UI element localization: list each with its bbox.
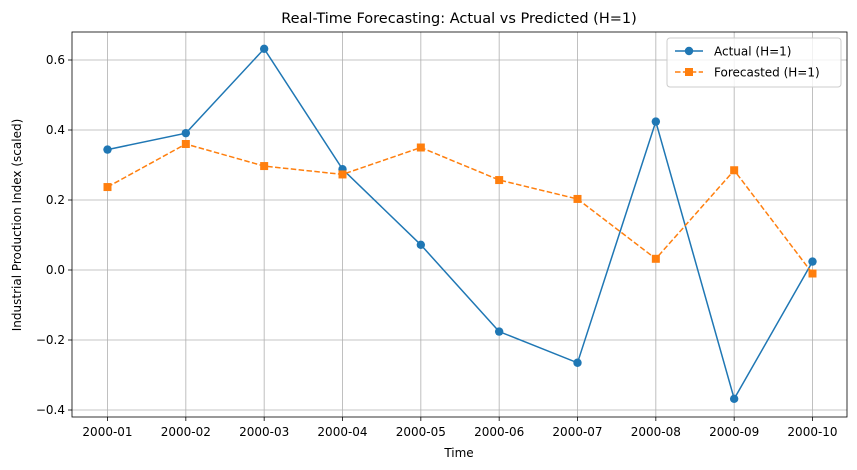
data-point bbox=[338, 170, 347, 179]
y-tick-label: 0.6 bbox=[46, 53, 65, 67]
legend: Actual (H=1) Forecasted (H=1) bbox=[666, 37, 842, 88]
x-tick-label: 2000-03 bbox=[239, 425, 289, 439]
data-point bbox=[808, 269, 817, 278]
series-0 bbox=[103, 44, 817, 403]
data-point bbox=[573, 194, 582, 203]
x-tick-label: 2000-04 bbox=[317, 425, 367, 439]
legend-label: Actual (H=1) bbox=[714, 45, 791, 59]
data-point bbox=[729, 394, 739, 403]
series-layer bbox=[103, 44, 817, 403]
chart-title: Real-Time Forecasting: Actual vs Predict… bbox=[281, 11, 637, 27]
data-point bbox=[730, 166, 739, 175]
data-point bbox=[260, 162, 269, 171]
legend-box bbox=[666, 37, 842, 88]
grid bbox=[72, 32, 847, 417]
x-tick-label: 2000-05 bbox=[396, 425, 446, 439]
series-line bbox=[107, 47, 814, 401]
x-tick-label: 2000-08 bbox=[631, 425, 681, 439]
y-axis-label: Industrial Production Index (scaled) bbox=[10, 119, 24, 332]
data-point bbox=[103, 183, 112, 192]
x-tick-label: 2000-02 bbox=[161, 425, 211, 439]
y-tick-label: 0.0 bbox=[46, 263, 65, 277]
data-point bbox=[573, 358, 582, 367]
data-point bbox=[651, 117, 661, 126]
y-tick-label: 0.2 bbox=[46, 193, 65, 207]
x-tick-label: 2000-01 bbox=[82, 425, 132, 439]
y-tick-label: −0.4 bbox=[36, 403, 65, 417]
x-axis: 2000-01 2000-02 2000-03 2000-04 2000-05 2000-… bbox=[82, 417, 838, 439]
data-point bbox=[495, 176, 504, 185]
x-tick-label: 2000-07 bbox=[552, 425, 602, 439]
data-point bbox=[651, 254, 660, 263]
x-tick-label: 2000-09 bbox=[709, 425, 759, 439]
data-point bbox=[181, 140, 190, 148]
x-axis-label: Time bbox=[443, 446, 473, 460]
series-line bbox=[107, 143, 814, 274]
legend-marker bbox=[685, 68, 693, 76]
data-point bbox=[103, 145, 112, 154]
plot-frame bbox=[71, 31, 848, 418]
x-tick-label: 2000-10 bbox=[787, 425, 837, 439]
legend-marker bbox=[684, 46, 694, 56]
x-tick-label: 2000-06 bbox=[474, 425, 524, 439]
data-point bbox=[416, 240, 426, 249]
data-point bbox=[494, 327, 504, 336]
data-point bbox=[181, 128, 191, 138]
data-point bbox=[808, 257, 817, 266]
series-1 bbox=[103, 140, 817, 278]
data-point bbox=[416, 143, 425, 152]
y-axis: −0.4 −0.2 0.0 0.2 0.4 0.6 bbox=[36, 53, 72, 417]
legend-label: Forecasted (H=1) bbox=[714, 66, 820, 80]
y-tick-label: 0.4 bbox=[46, 123, 65, 137]
y-tick-label: −0.2 bbox=[36, 333, 65, 347]
data-point bbox=[259, 44, 269, 53]
